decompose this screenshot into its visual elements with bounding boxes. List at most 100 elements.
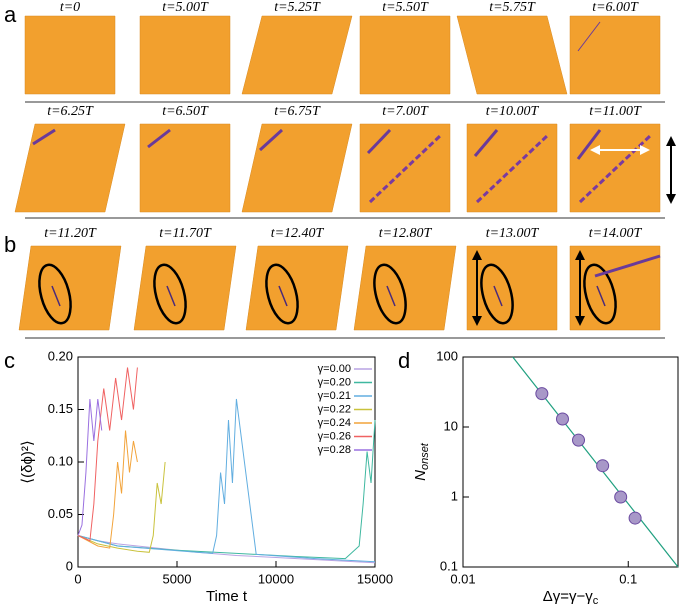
snapshot-image (18, 245, 122, 331)
legend-label: γ=0.21 (318, 390, 351, 402)
snapshot-image (569, 245, 661, 331)
defect-streak (368, 134, 442, 204)
snapshot-image (241, 15, 353, 95)
y-tick-label: 1 (451, 488, 458, 503)
panel-label: d (398, 348, 410, 373)
x-tick-label: 0.1 (619, 571, 637, 586)
panel-label: a (4, 2, 17, 27)
y-tick-label: 0.05 (48, 506, 73, 521)
defect-streak (366, 128, 392, 155)
snapshot-label: t=12.80T (379, 226, 433, 241)
snapshot-label: t=5.00T (162, 0, 209, 15)
y-tick-label: 0.20 (48, 348, 73, 363)
x-tick-label: 10000 (258, 571, 294, 586)
snapshot-label: t=13.00T (486, 226, 540, 241)
snapshot-label: t=5.50T (382, 0, 429, 15)
defect-streak (594, 254, 661, 278)
defect-streak (596, 285, 606, 307)
legend-label: γ=0.22 (318, 403, 351, 415)
defect-streak (578, 134, 652, 204)
snapshot-label: t=6.00T (592, 0, 639, 15)
data-point (572, 433, 586, 447)
highlight-ellipse (265, 263, 299, 325)
highlight-ellipse (38, 263, 72, 325)
snapshot-label: t=6.25T (47, 104, 94, 119)
defect-streak (577, 21, 601, 52)
legend-label: γ=0.28 (318, 444, 351, 456)
y-tick-label: 0.10 (48, 453, 73, 468)
data-point (628, 511, 642, 525)
snapshot-label: t=14.00T (589, 226, 643, 241)
snapshot-image (466, 245, 558, 331)
panel-label: b (4, 232, 16, 257)
highlight-ellipse (373, 263, 407, 325)
defect-streak (32, 128, 56, 146)
snapshot-label: t=11.70T (159, 226, 212, 241)
legend-label: γ=0.24 (318, 417, 351, 429)
snapshot-image (139, 15, 231, 95)
axis-label-sub: onset (419, 442, 431, 470)
legend-label: γ=0.26 (318, 430, 351, 442)
snapshot-label: t=12.40T (271, 226, 325, 241)
snapshot-label: t=5.75T (489, 0, 536, 15)
snapshot-label: t=10.00T (486, 104, 540, 119)
snapshot-image (139, 123, 231, 213)
snapshot-label: t=6.75T (274, 104, 321, 119)
y-tick-label: 0.15 (48, 401, 73, 416)
axis-label: Time t (206, 588, 248, 604)
snapshot-label: t=11.00T (589, 104, 642, 119)
defect-streak (51, 285, 61, 307)
defect-streak (278, 285, 288, 307)
x-tick-label: 0.01 (450, 571, 475, 586)
series-line (77, 535, 376, 564)
snapshot-label: t=7.00T (382, 104, 429, 119)
highlight-ellipse (583, 263, 617, 325)
snapshot-image (245, 245, 349, 331)
panel-label: c (4, 348, 15, 373)
snapshot-label: t=6.50T (162, 104, 209, 119)
snapshot-image (133, 245, 237, 331)
axis-label: ⟨(δϕ)²⟩ (19, 440, 36, 483)
snapshot-image (241, 123, 353, 213)
y-tick-label: 10 (444, 418, 458, 433)
axis-label-main: N (412, 470, 429, 481)
defect-streak (147, 128, 171, 149)
y-tick-label: 100 (436, 348, 458, 363)
x-tick-label: 0 (74, 571, 81, 586)
snapshot-image (24, 15, 116, 95)
axis-label: Δγ=γ−γc (543, 588, 599, 604)
snapshot-label: t=5.25T (274, 0, 321, 15)
snapshot-image (14, 123, 126, 213)
defect-streak (166, 285, 176, 307)
defect-streak (386, 285, 396, 307)
snapshot-image (456, 15, 568, 95)
series-line (77, 461, 166, 553)
axis-label: Nonset (412, 442, 431, 481)
series-line (77, 430, 138, 549)
snapshot-label: t=0 (60, 0, 80, 15)
snapshot-image (359, 15, 451, 95)
defect-streak (475, 134, 549, 204)
axis-label-sub: c (593, 595, 599, 604)
plot-frame (462, 356, 679, 568)
x-tick-label: 5000 (163, 571, 192, 586)
defect-streak (258, 128, 284, 152)
series-line (77, 398, 376, 563)
axis-label-main: Δγ=γ−γ (543, 588, 594, 604)
highlight-ellipse (480, 263, 514, 325)
snapshot-label: t=11.20T (44, 226, 97, 241)
defect-streak (473, 129, 499, 157)
data-point (596, 459, 610, 473)
series-line (77, 398, 103, 536)
series-line (77, 367, 138, 542)
defect-streak (493, 285, 503, 307)
y-tick-label: 0 (66, 558, 73, 573)
data-point (555, 412, 569, 426)
y-tick-label: 0.1 (440, 558, 458, 573)
snapshot-image (569, 15, 661, 95)
data-point (535, 387, 549, 401)
legend-label: γ=0.00 (318, 363, 351, 375)
x-tick-label: 15000 (357, 571, 393, 586)
highlight-ellipse (153, 263, 187, 325)
